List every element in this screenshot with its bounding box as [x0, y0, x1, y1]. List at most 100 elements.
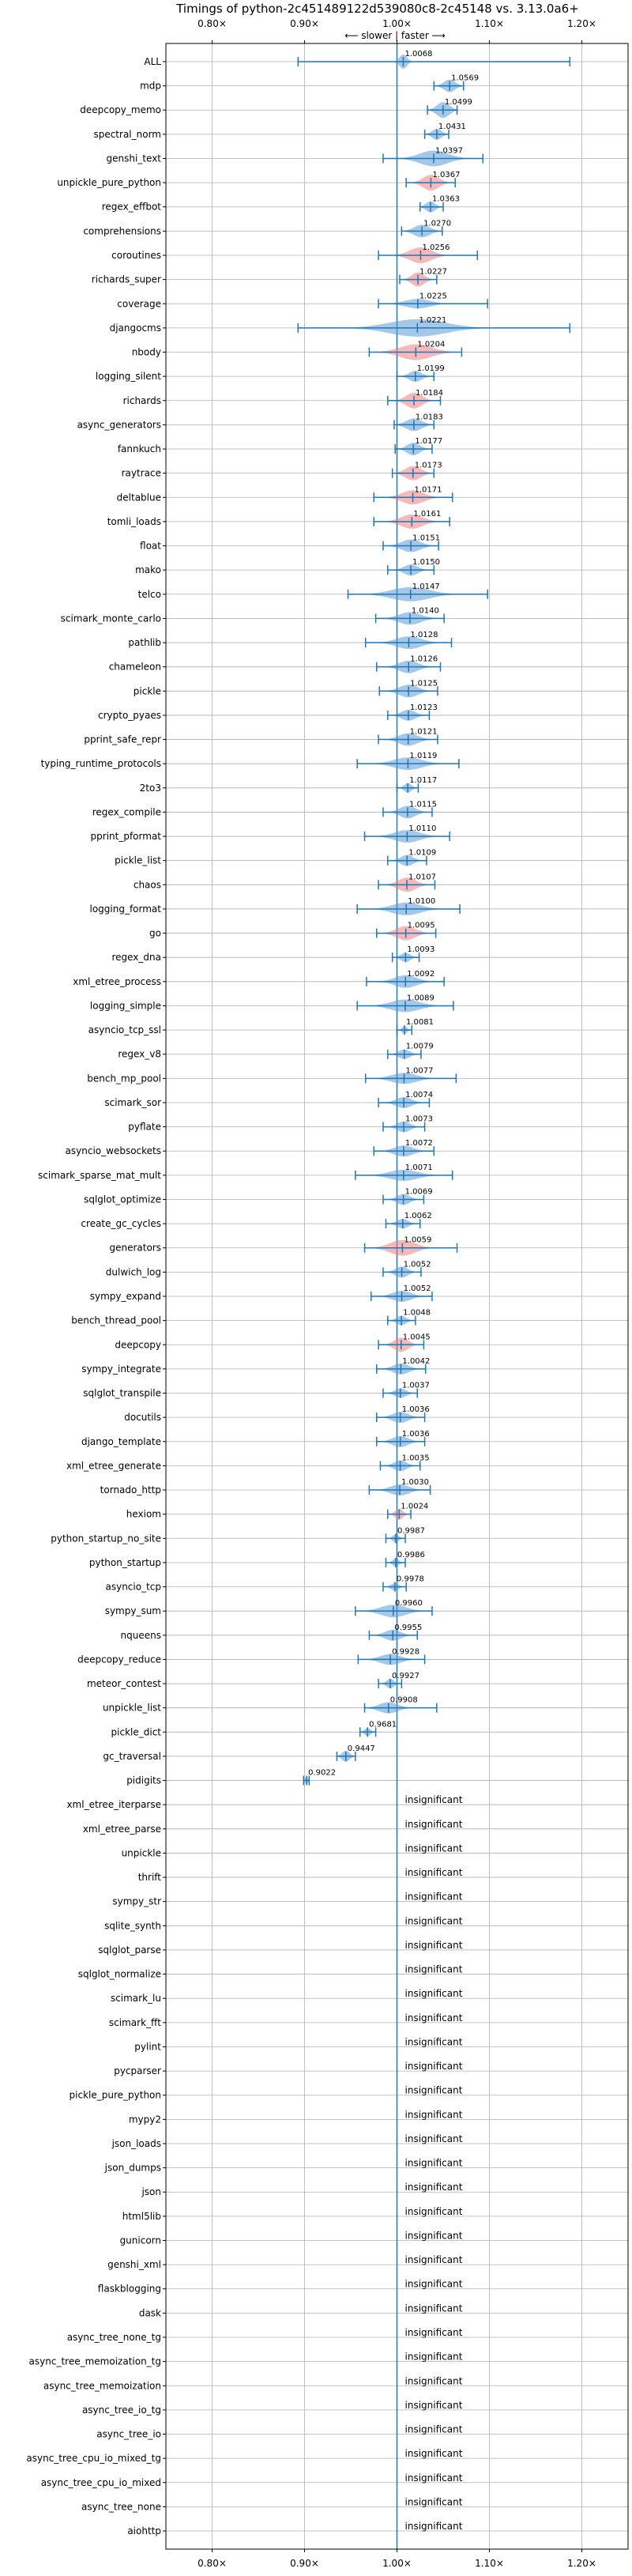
- benchmark-label: async_tree_none: [81, 2501, 161, 2512]
- benchmark-label: xml_etree_parse: [83, 1824, 161, 1835]
- value-label: 1.0107: [408, 873, 436, 881]
- insignificant-label: insignificant: [405, 2303, 463, 2314]
- benchmark-label: pickle_pure_python: [70, 2090, 161, 2101]
- insignificant-label: insignificant: [405, 1915, 463, 1926]
- insignificant-label: insignificant: [405, 2085, 463, 2096]
- value-label: 1.0030: [401, 1478, 429, 1487]
- x-tick-label-bottom: 0.90×: [290, 2558, 319, 2569]
- value-label: 1.0092: [407, 970, 434, 979]
- benchmark-label: scimark_sor: [104, 1097, 161, 1108]
- x-tick-label-bottom: 1.20×: [567, 2558, 596, 2569]
- benchmark-label: comprehensions: [83, 225, 161, 236]
- benchmark-label: python_startup: [89, 1557, 161, 1568]
- value-labels: 1.0068 1.0569 1.0499 1.0431 1.0397 1.0367 1.03…: [308, 50, 479, 2532]
- benchmark-label: tomli_loads: [107, 516, 161, 527]
- insignificant-label: insignificant: [405, 2061, 463, 2072]
- value-label: 1.0036: [402, 1405, 430, 1414]
- value-label: 1.0052: [404, 1284, 431, 1293]
- benchmark-label: create_gc_cycles: [81, 1218, 161, 1229]
- benchmark-label: xml_etree_generate: [66, 1460, 161, 1471]
- insignificant-label: insignificant: [405, 1867, 463, 1878]
- value-label: 1.0117: [409, 776, 437, 785]
- benchmark-label: 2to3: [140, 783, 161, 794]
- benchmark-label: flaskblogging: [98, 2284, 161, 2295]
- benchmark-label: go: [149, 928, 161, 939]
- insignificant-label: insignificant: [405, 1819, 463, 1830]
- plot-frame: [165, 43, 629, 2550]
- value-label: 1.0125: [410, 679, 438, 688]
- value-label: 1.0171: [415, 485, 442, 494]
- benchmark-label: typing_runtime_protocols: [41, 758, 161, 769]
- benchmark-label: async_tree_memoization_tg: [29, 2356, 161, 2367]
- value-label: 1.0110: [408, 824, 436, 833]
- insignificant-label: insignificant: [405, 2352, 463, 2363]
- insignificant-label: insignificant: [405, 1940, 463, 1951]
- value-label: 1.0126: [410, 655, 438, 664]
- insignificant-label: insignificant: [405, 2230, 463, 2241]
- value-label: 1.0147: [412, 583, 440, 591]
- value-label: 1.0074: [405, 1091, 433, 1099]
- value-label: 0.9986: [397, 1551, 425, 1560]
- x-tick-label-bottom: 1.10×: [475, 2558, 504, 2569]
- value-label: 1.0204: [417, 341, 445, 349]
- x-tick-label-top: 1.00×: [382, 18, 412, 29]
- value-label: 1.0035: [402, 1454, 430, 1462]
- value-label: 1.0024: [401, 1503, 428, 1511]
- value-label: 1.0161: [413, 510, 441, 519]
- benchmark-label: deepcopy_reduce: [77, 1654, 161, 1665]
- value-label: 1.0073: [405, 1115, 433, 1124]
- value-label: 1.0068: [404, 50, 432, 58]
- benchmark-label: generators: [109, 1243, 161, 1254]
- value-label: 1.0363: [432, 195, 460, 204]
- insignificant-label: insignificant: [405, 2375, 463, 2386]
- benchmark-label: regex_effbot: [102, 202, 162, 213]
- insignificant-label: insignificant: [405, 2182, 463, 2193]
- insignificant-label: insignificant: [405, 2472, 463, 2484]
- value-label: 1.0069: [405, 1187, 433, 1196]
- benchmark-label: sqlglot_transpile: [83, 1388, 161, 1399]
- benchmark-label: mako: [135, 564, 161, 575]
- value-label: 1.0119: [409, 752, 437, 760]
- benchmark-label: scimark_fft: [109, 2017, 161, 2028]
- value-label: 1.0037: [402, 1382, 430, 1390]
- benchmark-label: async_tree_io: [96, 2429, 161, 2440]
- value-label: 1.0077: [406, 1066, 434, 1075]
- benchmark-label: richards_super: [92, 274, 161, 285]
- insignificant-label: insignificant: [405, 2327, 463, 2338]
- benchmark-label: spectral_norm: [93, 129, 161, 140]
- benchmark-label: asyncio_tcp_ssl: [88, 1024, 161, 1035]
- benchmark-label: fannkuch: [118, 443, 161, 454]
- insignificant-label: insignificant: [405, 2400, 463, 2411]
- value-label: 0.9987: [397, 1526, 425, 1535]
- benchmark-label: async_tree_memoization: [43, 2380, 161, 2391]
- benchmark-label: async_tree_cpu_io_mixed_tg: [26, 2453, 161, 2464]
- benchmark-label: json: [141, 2186, 161, 2197]
- value-label: 1.0045: [403, 1333, 431, 1341]
- benchmark-label: logging_simple: [90, 1000, 161, 1011]
- benchmark-label: sympy_str: [112, 1896, 161, 1907]
- benchmark-label: xml_etree_iterparse: [66, 1799, 161, 1810]
- error-bars: [297, 56, 571, 1786]
- value-label: 1.0052: [404, 1260, 431, 1269]
- value-label: 1.0177: [415, 437, 442, 446]
- value-label: 0.9681: [369, 1720, 397, 1729]
- x-tick-label-bottom: 0.80×: [198, 2558, 227, 2569]
- benchmark-label: pprint_safe_repr: [84, 734, 161, 745]
- benchmark-label: bench_mp_pool: [87, 1073, 161, 1084]
- value-label: 1.0221: [419, 316, 446, 325]
- insignificant-label: insignificant: [405, 2279, 463, 2290]
- value-label: 1.0150: [412, 558, 440, 567]
- benchmark-label: djangocms: [110, 322, 161, 334]
- benchmark-label: telco: [138, 589, 161, 600]
- insignificant-label: insignificant: [405, 1964, 463, 1975]
- benchmark-label: dulwich_log: [106, 1266, 161, 1277]
- benchmark-label: gc_traversal: [103, 1751, 161, 1762]
- value-label: 1.0367: [432, 171, 460, 179]
- value-label: 1.0062: [404, 1212, 432, 1220]
- benchmark-label: logging_silent: [96, 371, 161, 382]
- benchmark-label: raytrace: [122, 468, 161, 479]
- value-label: 1.0095: [408, 922, 435, 930]
- insignificant-label: insignificant: [405, 2036, 463, 2047]
- insignificant-label: insignificant: [405, 1842, 463, 1854]
